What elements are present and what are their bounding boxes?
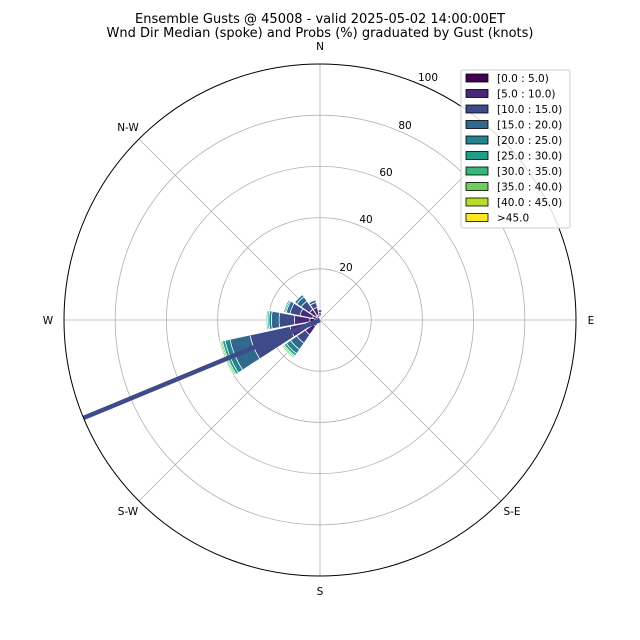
- radial-tick-20: 20: [339, 262, 352, 274]
- sector-270-bin-3: [271, 310, 281, 330]
- dir-label-n: N: [316, 41, 324, 53]
- sector-292.5-bin-5: [283, 299, 291, 313]
- chart-subtitle: Wnd Dir Median (spoke) and Probs (%) gra…: [107, 26, 534, 41]
- sector-337.5-bin-3: [308, 299, 317, 306]
- gust-probability-sectors: [219, 294, 323, 377]
- legend-label-2: [10.0 : 15.0): [497, 104, 562, 116]
- legend-swatch-1: [465, 89, 489, 98]
- legend-swatch-6: [465, 166, 489, 176]
- legend-label-5: [25.0 : 30.0): [497, 151, 562, 163]
- legend-label-9: >45.0: [497, 213, 529, 225]
- radial-tick-80: 80: [398, 120, 411, 132]
- sector-225-bin-7: [281, 344, 296, 359]
- legend: [0.0 : 5.0) [5.0 : 10.0) [10.0 : 15.0) [15.…: [460, 69, 571, 229]
- radial-tick-40: 40: [359, 214, 372, 226]
- sector-247.5-bin-7: [219, 340, 236, 377]
- dir-label-w: W: [43, 315, 54, 327]
- legend-swatch-0: [465, 73, 489, 83]
- radial-tick-labels: 20 40 60 80 100: [339, 72, 438, 274]
- polar-grid: [64, 64, 576, 576]
- legend-swatch-8: [465, 197, 489, 207]
- legend-swatch-5: [465, 151, 489, 160]
- median-spoke-line: [82, 317, 321, 421]
- legend-label-0: [0.0 : 5.0): [497, 73, 549, 85]
- dir-label-s: S: [317, 586, 324, 598]
- median-direction-spoke: [82, 317, 321, 421]
- legend-swatch-9: [465, 213, 489, 222]
- dir-label-sw: S-W: [118, 506, 139, 518]
- legend-label-1: [5.0 : 10.0): [497, 89, 555, 101]
- sector-270-bin-6: [265, 309, 269, 331]
- grid-spoke-315: [138, 138, 321, 321]
- sector-270-bin-2: [278, 312, 296, 328]
- legend-swatch-3: [465, 120, 489, 129]
- sector-0-bin-2: [317, 309, 323, 313]
- legend-swatch-4: [465, 135, 489, 145]
- dir-label-e: E: [588, 315, 595, 327]
- legend-swatch-7: [465, 182, 489, 191]
- legend-label-7: [35.0 : 40.0): [497, 182, 562, 194]
- radial-tick-100: 100: [418, 72, 438, 84]
- polar-frame: [63, 63, 577, 577]
- legend-label-6: [30.0 : 35.0): [497, 166, 562, 178]
- radial-tick-60: 60: [379, 167, 392, 179]
- dir-label-se: S-E: [503, 506, 520, 518]
- dir-label-nw: N-W: [117, 122, 139, 134]
- legend-label-8: [40.0 : 45.0): [497, 197, 562, 209]
- grid-spoke-135: [319, 319, 502, 502]
- chart-title: Ensemble Gusts @ 45008 - valid 2025-05-0…: [135, 12, 505, 27]
- legend-label-4: [20.0 : 25.0): [497, 135, 562, 147]
- legend-swatch-2: [465, 104, 489, 114]
- legend-label-3: [15.0 : 20.0): [497, 120, 562, 132]
- sector-315-bin-4: [294, 294, 305, 305]
